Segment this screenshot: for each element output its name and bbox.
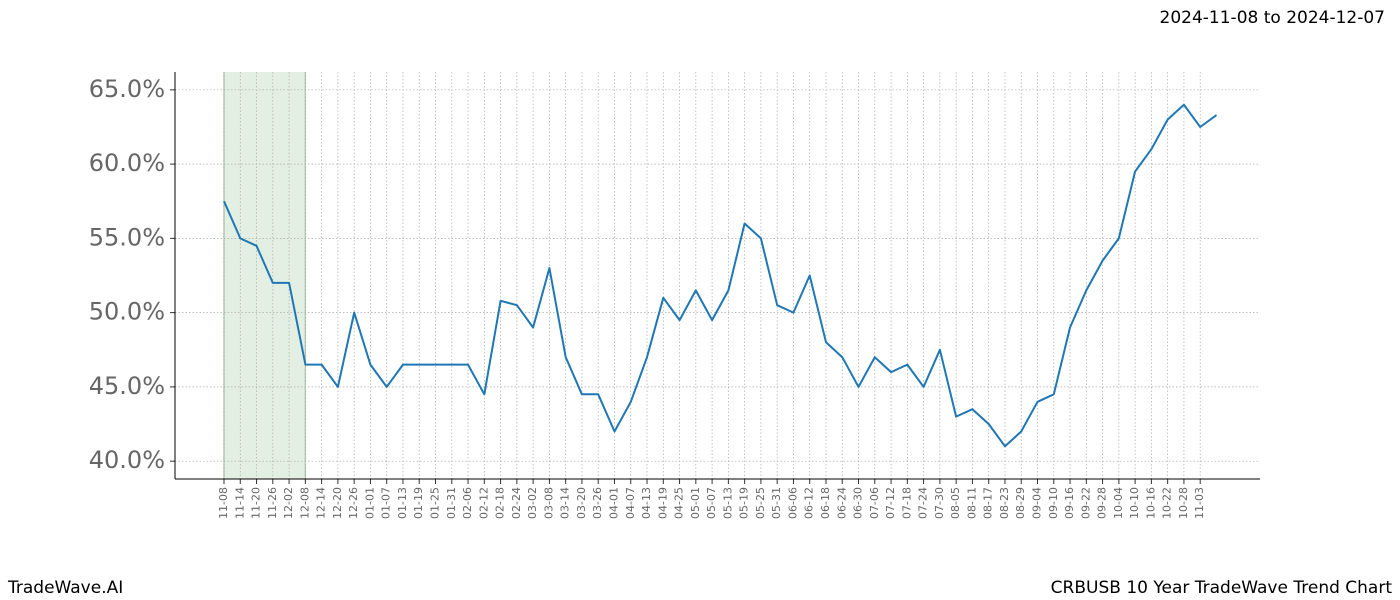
x-tick-label: 07-24	[917, 487, 930, 519]
x-tick-label: 04-07	[624, 487, 637, 519]
y-tick-label: 45.0%	[89, 372, 165, 400]
x-tick-label: 07-06	[868, 487, 881, 519]
x-tick-label: 07-12	[884, 487, 897, 519]
y-tick-label: 40.0%	[89, 446, 165, 474]
y-tick-label: 55.0%	[89, 223, 165, 251]
x-tick-label: 02-18	[494, 487, 507, 519]
x-tick-label: 05-25	[754, 487, 767, 519]
brand: TradeWave.AI	[7, 578, 123, 598]
x-tick-label: 09-10	[1047, 487, 1060, 519]
x-tick-label: 08-23	[998, 487, 1011, 519]
x-tick-label: 03-26	[591, 487, 604, 519]
x-tick-label: 06-18	[819, 487, 832, 519]
x-tick-label: 02-06	[461, 487, 474, 519]
x-tick-label: 03-20	[575, 487, 588, 519]
x-tick-label: 06-12	[803, 487, 816, 519]
x-tick-label: 05-19	[738, 487, 751, 519]
x-tick-label: 08-17	[982, 487, 995, 519]
x-tick-label: 04-13	[640, 487, 653, 519]
x-tick-label: 06-24	[835, 487, 848, 519]
x-tick-label: 11-08	[217, 487, 230, 519]
x-tick-label: 05-01	[689, 487, 702, 519]
x-tick-label: 01-13	[396, 487, 409, 519]
x-tick-label: 04-19	[656, 487, 669, 519]
x-tick-label: 03-14	[559, 487, 572, 519]
x-tick-label: 09-04	[1031, 487, 1044, 519]
x-tick-label: 09-16	[1063, 487, 1076, 519]
y-tick-label: 50.0%	[89, 298, 165, 326]
x-tick-label: 06-30	[852, 487, 865, 519]
x-tick-label: 05-31	[770, 487, 783, 519]
x-tick-label: 12-08	[298, 487, 311, 519]
x-tick-label: 10-28	[1177, 487, 1190, 519]
x-tick-label: 08-05	[949, 487, 962, 519]
x-tick-label: 01-25	[429, 487, 442, 519]
x-tick-label: 10-10	[1128, 487, 1141, 519]
x-tick-label: 11-03	[1193, 487, 1206, 519]
x-tick-label: 10-04	[1112, 487, 1125, 519]
x-tick-label: 04-25	[673, 487, 686, 519]
x-tick-label: 04-01	[607, 487, 620, 519]
chart-title: CRBUSB 10 Year TradeWave Trend Chart	[1051, 578, 1393, 598]
x-tick-label: 11-20	[250, 487, 263, 519]
x-tick-label: 05-13	[721, 487, 734, 519]
y-tick-label: 60.0%	[89, 149, 165, 177]
x-tick-label: 11-14	[233, 487, 246, 519]
x-tick-label: 12-20	[331, 487, 344, 519]
x-tick-label: 01-31	[445, 487, 458, 519]
x-tick-label: 02-24	[510, 487, 523, 519]
data-line	[223, 103, 1218, 448]
x-tick-label: 10-16	[1144, 487, 1157, 519]
y-tick-label: 65.0%	[89, 75, 165, 103]
x-tick-label: 05-07	[705, 487, 718, 519]
x-tick-label: 01-19	[412, 487, 425, 519]
x-tick-label: 03-08	[542, 487, 555, 519]
x-tick-label: 10-22	[1161, 487, 1174, 519]
x-tick-label: 01-01	[363, 487, 376, 519]
x-tick-label: 02-12	[477, 487, 490, 519]
plot-area: 11-08 11-14 11-20 11-26 12-02 12-08 12-14 12-20…	[89, 72, 1260, 519]
x-tick-label: 08-29	[1014, 487, 1027, 519]
x-tick-label: 07-30	[933, 487, 946, 519]
x-tick-label: 08-11	[965, 487, 978, 519]
chart-subtitle: 2024-11-08 to 2024-12-07	[1160, 8, 1385, 28]
x-tick-label: 09-28	[1096, 487, 1109, 519]
x-tick-label: 03-02	[526, 487, 539, 519]
x-tick-label: 11-26	[266, 487, 279, 519]
x-tick-label: 12-02	[282, 487, 295, 519]
x-tick-label: 09-22	[1079, 487, 1092, 519]
x-tick-label: 12-14	[315, 487, 328, 519]
highlight-span	[224, 72, 306, 479]
x-tick-label: 06-06	[786, 487, 799, 519]
x-tick-label: 01-07	[380, 487, 393, 519]
x-tick-label: 12-26	[347, 487, 360, 519]
x-tick-label: 07-18	[900, 487, 913, 519]
